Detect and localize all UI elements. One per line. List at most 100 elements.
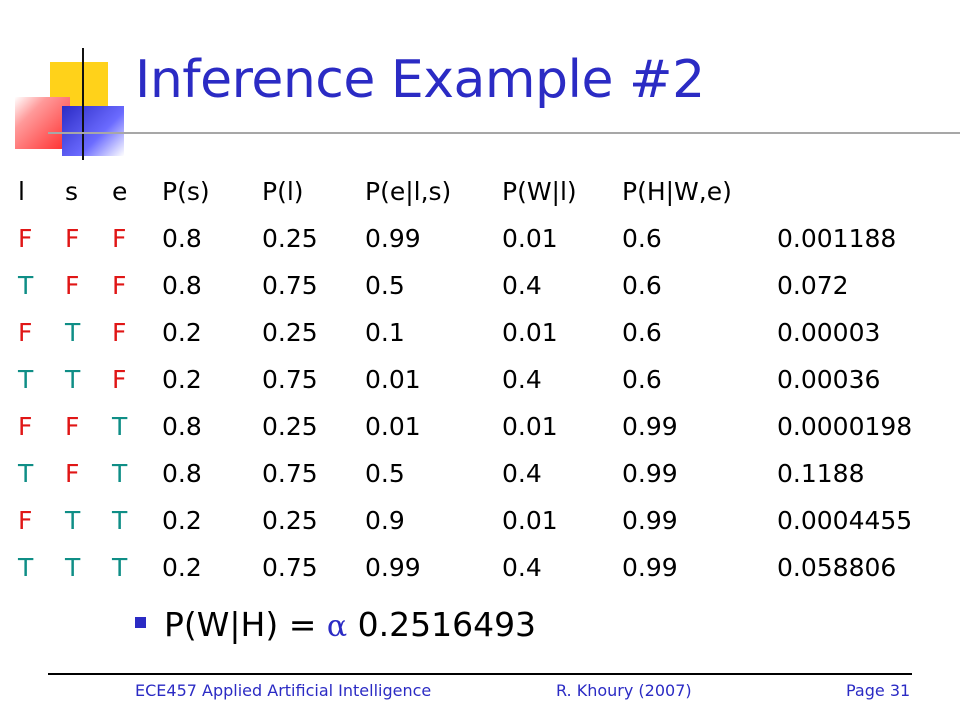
probability-table: l s e P(s) P(l) P(e|l,s) P(W|l) P(H|W,e)… bbox=[10, 168, 947, 591]
probability-cell: 0.8 bbox=[162, 459, 202, 488]
slide-title: Inference Example #2 bbox=[135, 50, 705, 110]
truth-value-cell: T bbox=[112, 553, 128, 582]
probability-cell: 0.6 bbox=[622, 365, 662, 394]
probability-cell: 0.01 bbox=[502, 412, 558, 441]
probability-cell: 0.75 bbox=[262, 553, 318, 582]
probability-cell: 0.75 bbox=[262, 271, 318, 300]
truth-value-cell: F bbox=[18, 318, 33, 347]
probability-cell: 0.4 bbox=[502, 459, 542, 488]
probability-cell: 0.8 bbox=[162, 224, 202, 253]
header-cell bbox=[777, 168, 947, 215]
probability-cell: 0.01 bbox=[502, 318, 558, 347]
probability-cell: 0.99 bbox=[622, 553, 678, 582]
header-cell: P(e|l,s) bbox=[365, 177, 452, 206]
probability-cell: 0.9 bbox=[365, 506, 405, 535]
header-cell: e bbox=[112, 177, 128, 206]
probability-cell: 0.01 bbox=[365, 365, 421, 394]
truth-value-cell: T bbox=[65, 318, 81, 347]
probability-cell: 0.25 bbox=[262, 412, 318, 441]
probability-cell: 0.75 bbox=[262, 365, 318, 394]
truth-value-cell: F bbox=[18, 506, 33, 535]
truth-value-cell: F bbox=[112, 365, 127, 394]
probability-cell: 0.4 bbox=[502, 365, 542, 394]
truth-value-cell: T bbox=[112, 459, 128, 488]
probability-cell: 0.99 bbox=[365, 553, 421, 582]
table-row: T T T 0.2 0.75 0.99 0.4 0.99 0.058806 bbox=[10, 544, 947, 591]
probability-cell: 0.99 bbox=[622, 459, 678, 488]
probability-cell: 0.99 bbox=[622, 506, 678, 535]
truth-value-cell: F bbox=[112, 318, 127, 347]
truth-value-cell: F bbox=[112, 271, 127, 300]
probability-cell: 0.001188 bbox=[777, 224, 897, 253]
probability-cell: 0.2 bbox=[162, 318, 202, 347]
footer-author: R. Khoury (2007) bbox=[556, 681, 692, 700]
probability-cell: 0.00003 bbox=[777, 318, 881, 347]
header-cell: P(l) bbox=[262, 177, 304, 206]
probability-cell: 0.75 bbox=[262, 459, 318, 488]
probability-cell: 0.072 bbox=[777, 271, 849, 300]
footer-divider bbox=[48, 673, 912, 675]
probability-cell: 0.5 bbox=[365, 271, 405, 300]
probability-cell: 0.058806 bbox=[777, 553, 897, 582]
logo-vertical-line bbox=[82, 48, 84, 160]
probability-cell: 0.2 bbox=[162, 365, 202, 394]
header-cell: P(W|l) bbox=[502, 177, 577, 206]
probability-cell: 0.25 bbox=[262, 506, 318, 535]
table-row: T F T 0.8 0.75 0.5 0.4 0.99 0.1188 bbox=[10, 450, 947, 497]
bullet-value: 0.2516493 bbox=[347, 605, 537, 644]
logo-red-square bbox=[15, 97, 70, 149]
probability-cell: 0.0004455 bbox=[777, 506, 913, 535]
probability-cell: 0.1 bbox=[365, 318, 405, 347]
title-divider bbox=[48, 132, 960, 134]
truth-value-cell: T bbox=[18, 271, 34, 300]
probability-cell: 0.25 bbox=[262, 318, 318, 347]
logo-blue-square bbox=[62, 106, 124, 156]
probability-cell: 0.5 bbox=[365, 459, 405, 488]
probability-cell: 0.6 bbox=[622, 271, 662, 300]
truth-value-cell: F bbox=[65, 224, 80, 253]
probability-cell: 0.01 bbox=[502, 224, 558, 253]
truth-value-cell: T bbox=[18, 459, 34, 488]
probability-cell: 0.2 bbox=[162, 553, 202, 582]
table-row: T T F 0.2 0.75 0.01 0.4 0.6 0.00036 bbox=[10, 356, 947, 403]
bullet-prefix: P(W|H) = bbox=[164, 605, 327, 644]
table-row: T F F 0.8 0.75 0.5 0.4 0.6 0.072 bbox=[10, 262, 947, 309]
table-row: F F F 0.8 0.25 0.99 0.01 0.6 0.001188 bbox=[10, 215, 947, 262]
probability-cell: 0.01 bbox=[365, 412, 421, 441]
header-cell: s bbox=[65, 177, 79, 206]
probability-cell: 0.25 bbox=[262, 224, 318, 253]
probability-cell: 0.1188 bbox=[777, 459, 865, 488]
truth-value-cell: T bbox=[65, 365, 81, 394]
probability-cell: 0.2 bbox=[162, 506, 202, 535]
truth-value-cell: T bbox=[112, 506, 128, 535]
probability-cell: 0.8 bbox=[162, 412, 202, 441]
probability-cell: 0.8 bbox=[162, 271, 202, 300]
header-cell: P(s) bbox=[162, 177, 210, 206]
probability-cell: 0.01 bbox=[502, 506, 558, 535]
probability-cell: 0.4 bbox=[502, 271, 542, 300]
truth-value-cell: T bbox=[18, 365, 34, 394]
alpha-symbol: α bbox=[326, 609, 348, 644]
truth-value-cell: F bbox=[18, 224, 33, 253]
probability-cell: 0.0000198 bbox=[777, 412, 913, 441]
header-cell: P(H|W,e) bbox=[622, 177, 732, 206]
truth-value-cell: F bbox=[65, 271, 80, 300]
truth-value-cell: T bbox=[65, 553, 81, 582]
probability-cell: 0.4 bbox=[502, 553, 542, 582]
table-row: F T T 0.2 0.25 0.9 0.01 0.99 0.0004455 bbox=[10, 497, 947, 544]
truth-value-cell: F bbox=[18, 412, 33, 441]
table-header-row: l s e P(s) P(l) P(e|l,s) P(W|l) P(H|W,e) bbox=[10, 168, 947, 215]
truth-value-cell: T bbox=[112, 412, 128, 441]
truth-value-cell: F bbox=[65, 412, 80, 441]
probability-cell: 0.99 bbox=[365, 224, 421, 253]
footer-course: ECE457 Applied Artificial Intelligence bbox=[135, 681, 432, 700]
bullet-square-icon bbox=[135, 617, 146, 628]
table-row: F T F 0.2 0.25 0.1 0.01 0.6 0.00003 bbox=[10, 309, 947, 356]
bullet-item: P(W|H) = α 0.2516493 bbox=[135, 605, 536, 644]
probability-cell: 0.99 bbox=[622, 412, 678, 441]
truth-value-cell: T bbox=[18, 553, 34, 582]
probability-cell: 0.6 bbox=[622, 318, 662, 347]
table-row: F F T 0.8 0.25 0.01 0.01 0.99 0.0000198 bbox=[10, 403, 947, 450]
footer-page-number: Page 31 bbox=[846, 681, 911, 700]
header-cell: l bbox=[18, 177, 25, 206]
